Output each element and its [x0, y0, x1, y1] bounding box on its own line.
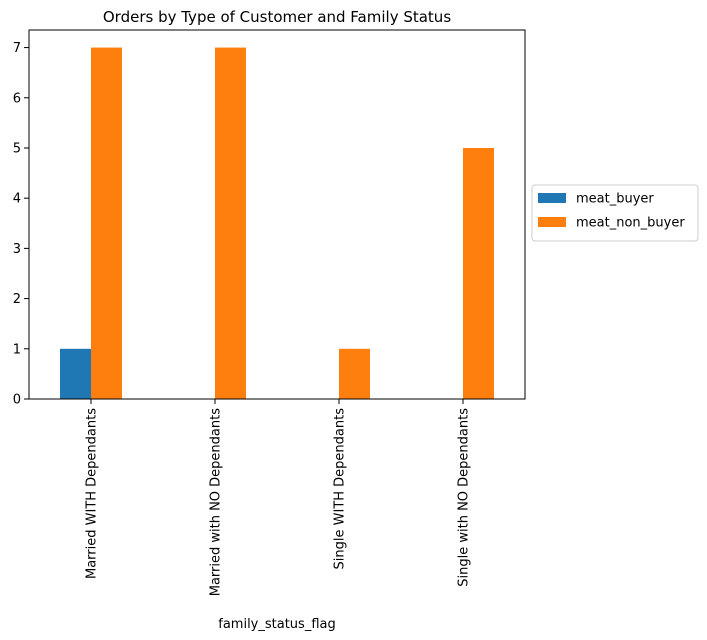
plot-frame — [28, 29, 526, 400]
y-tick-label: 0 — [13, 393, 21, 408]
bar-meat_non_buyer-2 — [339, 348, 370, 399]
x-tick-label: Married with NO Dependants — [209, 408, 224, 596]
legend-box — [531, 184, 699, 242]
bar-meat_non_buyer-3 — [463, 147, 494, 399]
legend-label-meat_non_buyer: meat_non_buyer — [576, 216, 685, 231]
bar-meat_buyer-0 — [60, 348, 91, 399]
chart-title: Orders by Type of Customer and Family St… — [103, 8, 451, 26]
x-axis-label: family_status_flag — [218, 617, 335, 632]
x-axis: Married WITH Dependants Married with NO D… — [85, 399, 472, 596]
bar-meat_non_buyer-0 — [91, 47, 122, 399]
legend: meat_buyer meat_non_buyer — [531, 184, 699, 242]
y-axis: 0 1 2 3 4 5 6 7 — [13, 41, 29, 408]
legend-swatch-meat_non_buyer — [538, 217, 566, 227]
x-tick-label: Single WITH Dependants — [333, 408, 348, 570]
y-tick-label: 7 — [13, 41, 21, 56]
legend-label-meat_buyer: meat_buyer — [576, 192, 654, 207]
y-tick-label: 4 — [13, 192, 21, 207]
x-tick-label: Single with NO Dependants — [457, 408, 472, 587]
y-tick-label: 2 — [13, 292, 21, 307]
y-tick-label: 6 — [13, 91, 21, 106]
y-tick-label: 5 — [13, 141, 21, 156]
legend-swatch-meat_buyer — [538, 193, 566, 203]
bar-meat_non_buyer-1 — [215, 47, 246, 399]
plot-area — [60, 47, 494, 399]
y-tick-label: 1 — [13, 342, 21, 357]
x-tick-label: Married WITH Dependants — [85, 408, 100, 579]
y-tick-label: 3 — [13, 242, 21, 257]
